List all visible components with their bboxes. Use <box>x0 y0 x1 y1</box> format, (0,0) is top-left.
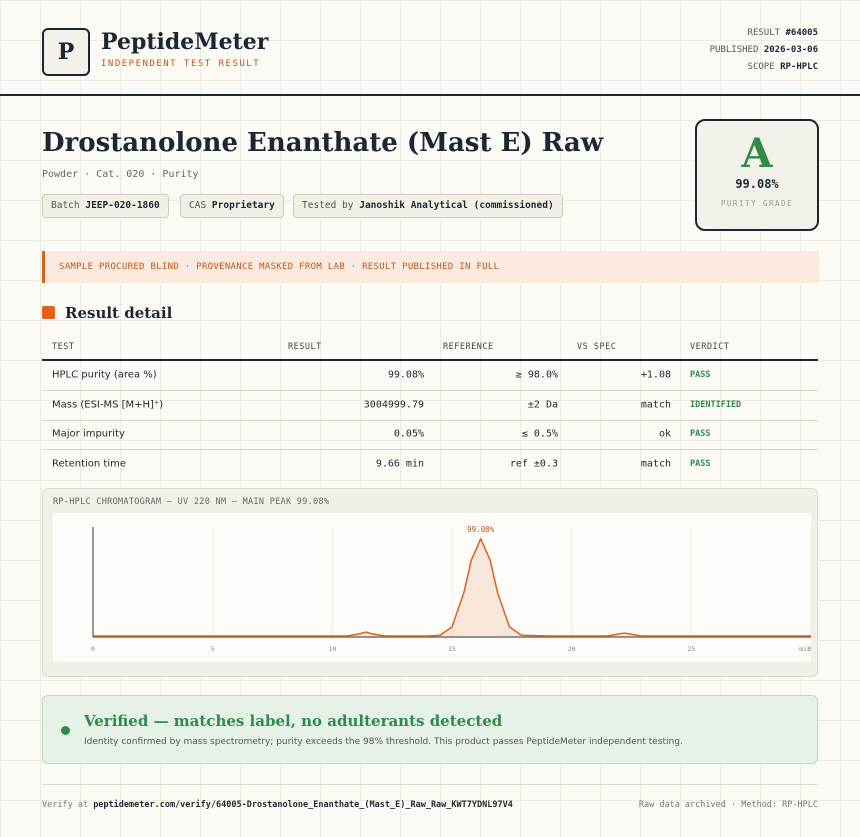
table-cell: ≥ 98.0% <box>515 369 558 381</box>
footer-note: Raw data archived · Method: RP-HPLC <box>638 800 818 810</box>
x-tick-label: 10 <box>328 645 336 653</box>
table-cell: +1.08 <box>640 369 671 381</box>
verified-box <box>42 695 818 764</box>
chip: Batch JEEP-020-1860 <box>42 194 169 218</box>
plot-background <box>53 513 811 662</box>
verified-text: Identity confirmed by mass spectrometry;… <box>84 737 683 747</box>
verdict-badge: PASS <box>690 459 711 469</box>
table-cell: Mass (ESI-MS [M+H]⁺) <box>52 399 164 411</box>
chart-title: RP-HPLC CHROMATOGRAM — UV 220 NM — MAIN … <box>53 497 330 507</box>
x-tick-label: 30 <box>807 645 811 653</box>
notice-banner: SAMPLE PROCURED BLIND · PROVENANCE MASKE… <box>42 251 819 283</box>
table-cell: match <box>640 458 671 470</box>
table-header: RESULT <box>288 342 322 352</box>
table-cell: ±2 Da <box>527 399 558 411</box>
footer-rule <box>42 784 818 785</box>
chip: CAS Proprietary <box>180 194 284 218</box>
table-header: TEST <box>52 342 75 352</box>
x-tick-label: 25 <box>687 645 695 653</box>
chip-value: Janoshik Analytical (commissioned) <box>359 200 554 211</box>
meta-result: RESULT #64005 <box>748 28 818 38</box>
x-axis-unit: min <box>799 645 811 653</box>
table-header-rule <box>42 359 818 361</box>
x-tick-label: 20 <box>568 645 576 653</box>
table-cell: 99.08% <box>387 369 424 381</box>
product-subtitle: Powder · Cat. 020 · Purity <box>42 169 199 180</box>
verified-dot <box>61 726 70 735</box>
table-cell: 0.05% <box>393 428 424 440</box>
x-tick-label: 15 <box>448 645 456 653</box>
product-title: Drostanolone Enanthate (Mast E) Raw <box>42 128 604 158</box>
table-cell: ref ±0.3 <box>509 458 558 470</box>
meta-label: RESULT <box>747 28 781 38</box>
section-title: Result detail <box>65 304 173 322</box>
x-tick-label: 5 <box>211 645 215 653</box>
table-cell: ≤ 0.5% <box>521 428 558 440</box>
grade-card: A 99.08% PURITY GRADE <box>695 119 819 231</box>
chip-label: Batch <box>51 200 80 211</box>
section-marker <box>42 306 55 319</box>
peak-label: 99.08% <box>467 525 495 534</box>
table-header: REFERENCE <box>443 342 494 352</box>
x-tick-label: 0 <box>91 645 95 653</box>
row-separator <box>42 449 818 450</box>
table-cell: 9.66 min <box>375 458 424 470</box>
chip-value: Proprietary <box>211 200 275 211</box>
meta-label: SCOPE <box>747 62 775 72</box>
chip-value: JEEP-020-1860 <box>85 200 160 211</box>
table-cell: Major impurity <box>52 428 125 440</box>
logo-icon: P <box>42 28 90 76</box>
meta-value: #64005 <box>785 28 818 38</box>
table-cell: match <box>640 399 671 411</box>
table-cell: 3004999.79 <box>363 399 424 411</box>
meta-published: PUBLISHED 2026-03-06 <box>710 45 818 55</box>
chromatogram: 0 5 10 15 20 25 30min 99.08% <box>53 513 811 662</box>
row-separator <box>42 390 818 391</box>
table-header: VERDICT <box>690 342 730 352</box>
verify-url[interactable]: peptidemeter.com/verify/64005-Drostanolo… <box>93 800 513 810</box>
grade-letter: A <box>741 130 773 177</box>
brand-name: PeptideMeter <box>101 29 269 55</box>
chip-label: Tested by <box>302 200 354 211</box>
table-cell: Retention time <box>52 458 126 470</box>
chip-label: CAS <box>189 200 207 211</box>
chromatogram-line <box>93 538 811 637</box>
footer-verify: Verify at peptidemeter.com/verify/64005-… <box>42 800 513 810</box>
meta-scope: SCOPE RP-HPLC <box>748 62 818 72</box>
meta-value: 2026-03-06 <box>763 45 818 55</box>
meta-label: PUBLISHED <box>709 45 759 55</box>
table-cell: HPLC purity (area %) <box>52 369 157 381</box>
meta-value: RP-HPLC <box>780 62 818 72</box>
verdict-badge: PASS <box>690 429 711 439</box>
grade-label: PURITY GRADE <box>720 199 794 208</box>
verdict-badge: IDENTIFIED <box>690 400 742 410</box>
verdict-badge: PASS <box>690 370 711 380</box>
table-cell: ok <box>658 428 671 440</box>
chip: Tested by Janoshik Analytical (commissio… <box>293 194 563 218</box>
row-separator <box>42 420 818 421</box>
header-rule <box>0 94 860 96</box>
brand-tagline: INDEPENDENT TEST RESULT <box>101 59 261 69</box>
footer-label: Verify at <box>42 800 89 810</box>
grade-value: 99.08% <box>735 177 779 191</box>
table-header: VS SPEC <box>577 342 617 352</box>
verified-title: Verified — matches label, no adulterants… <box>84 712 503 730</box>
